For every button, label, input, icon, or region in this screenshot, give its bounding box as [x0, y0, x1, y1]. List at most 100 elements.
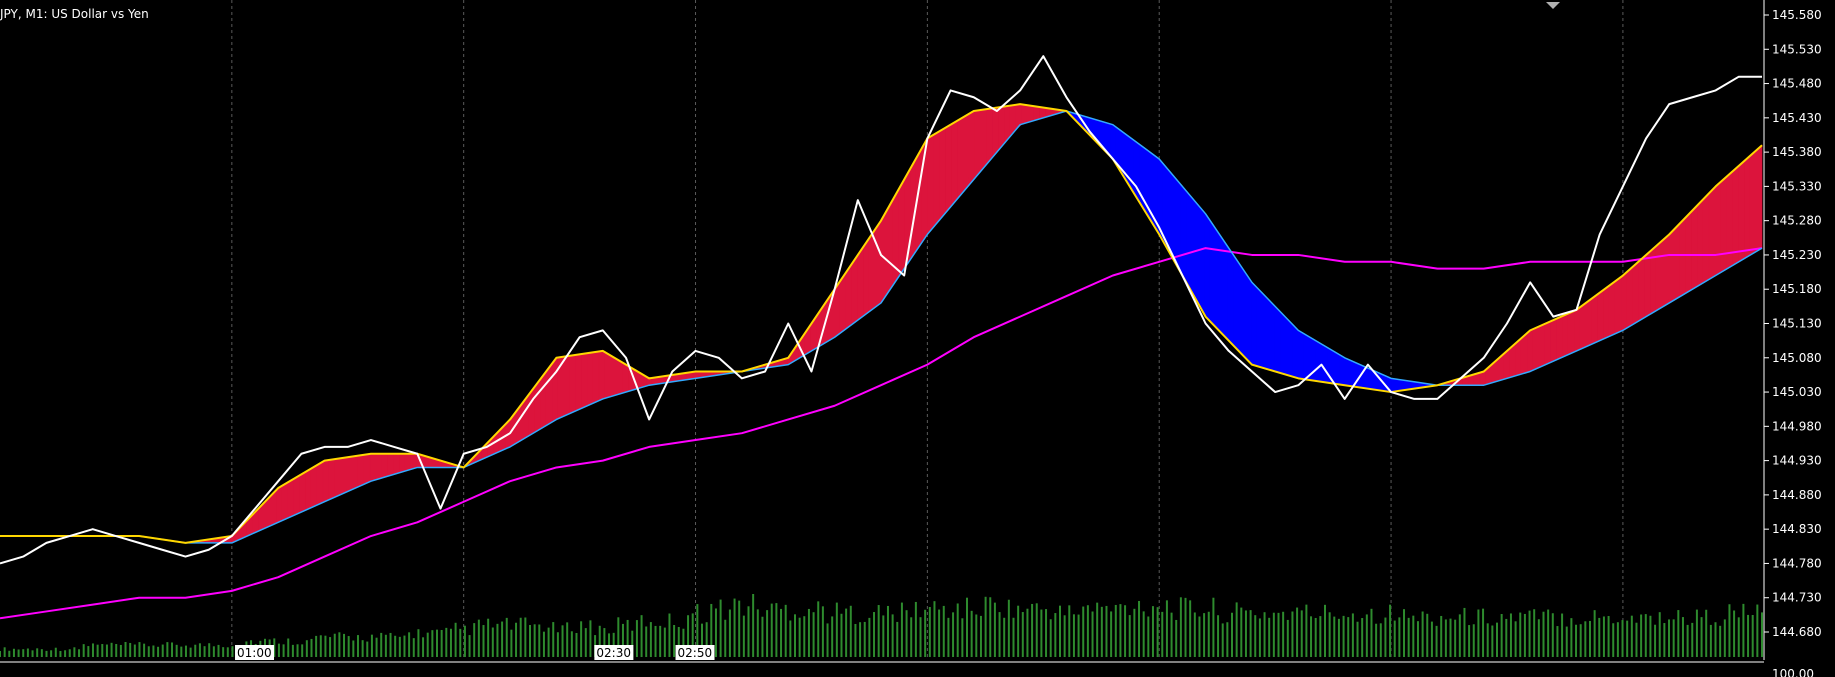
ytick-label-3: 145.430 — [1772, 111, 1822, 125]
cloud-segment-145 — [851, 254, 858, 326]
cloud-segment-61 — [357, 454, 365, 488]
cloud-segment-227 — [1332, 350, 1340, 385]
cloud-segment-56 — [328, 458, 336, 501]
cloud-segment-47 — [275, 485, 283, 524]
fast_ma-line — [0, 103, 1763, 544]
cloud-segment-285 — [1673, 222, 1681, 301]
cloud-segment-269 — [1579, 302, 1587, 350]
cloud-segment-94 — [551, 356, 559, 423]
cloud-segment-65 — [381, 453, 388, 479]
shift-marker-icon[interactable] — [1546, 2, 1560, 9]
cloud-segment-53 — [310, 464, 318, 509]
cloud-segment-175 — [1027, 104, 1035, 123]
cloud-segment-151 — [886, 198, 894, 296]
indicator-lines — [0, 55, 1763, 620]
cloud-segment-98 — [575, 353, 582, 412]
cloud-segment-58 — [340, 457, 347, 496]
slow_ma-line — [0, 110, 1763, 544]
ytick-label-13: 144.930 — [1772, 454, 1822, 468]
cloud-segment-66 — [387, 453, 394, 477]
cloud-segment-289 — [1697, 198, 1704, 287]
ytick-label-4: 145.380 — [1772, 145, 1822, 159]
cloud-segment-210 — [1233, 253, 1240, 353]
price-line — [0, 55, 1762, 565]
cloud-segment-100 — [587, 351, 594, 407]
cloud-segment-238 — [1397, 379, 1405, 392]
cloud-segment-213 — [1250, 280, 1258, 367]
cloud-segment-237 — [1391, 378, 1399, 393]
cloud-segment-220 — [1291, 323, 1299, 379]
cloud-segment-64 — [375, 453, 383, 481]
xtick-label-1: 02:30 — [596, 646, 631, 660]
cloud-segment-102 — [598, 351, 606, 401]
cloud-segment-293 — [1720, 175, 1728, 273]
cloud-segment-277 — [1626, 266, 1634, 329]
cloud-segment-218 — [1280, 311, 1287, 376]
xtick-bg-2 — [675, 645, 715, 660]
cloud-segment-290 — [1702, 192, 1710, 284]
cloud-segment-167 — [980, 108, 988, 172]
cloud-segment-159 — [933, 130, 941, 228]
ytick-label-9: 145.130 — [1772, 317, 1822, 331]
cloud-segment-68 — [399, 453, 406, 474]
ytick-label-0: 145.580 — [1772, 8, 1822, 22]
cloud-segment-287 — [1685, 210, 1692, 294]
cloud-segment-204 — [1197, 204, 1205, 316]
cloud-segment-294 — [1726, 170, 1733, 270]
cloud-segment-275 — [1614, 276, 1622, 335]
cloud-segment-93 — [545, 362, 553, 427]
cloud-segment-92 — [540, 370, 547, 430]
cloud-segment-148 — [868, 228, 876, 313]
cloud-segment-63 — [369, 453, 377, 482]
cloud-segment-292 — [1714, 181, 1722, 277]
cloud-segment-212 — [1244, 271, 1252, 365]
cloud-segment-298 — [1749, 149, 1757, 256]
cloud-segment-221 — [1297, 329, 1305, 380]
cloud-segment-169 — [992, 106, 999, 159]
ytick-label-11: 145.030 — [1772, 385, 1822, 399]
ytick-label-15: 144.830 — [1772, 522, 1822, 536]
cloud-segment-297 — [1744, 155, 1751, 260]
cloud-segment-295 — [1732, 165, 1739, 266]
cloud-segment-263 — [1544, 320, 1551, 366]
cloud-segment-280 — [1644, 250, 1651, 319]
cloud-segment-214 — [1256, 286, 1264, 369]
cloud-segment-206 — [1209, 219, 1217, 328]
cloud-segment-105 — [616, 358, 623, 396]
cloud-segment-144 — [845, 263, 852, 330]
cloud-segment-270 — [1585, 297, 1592, 348]
ytick-label-2: 145.480 — [1772, 77, 1822, 91]
cloud-segment-284 — [1667, 228, 1675, 305]
ytick-label-1: 145.530 — [1772, 42, 1822, 56]
cloud-segment-57 — [334, 457, 341, 498]
time-axis: 01:00 02:30 02:50 — [235, 645, 715, 660]
cloud-segment-229 — [1344, 357, 1352, 387]
cloud-segment-54 — [316, 460, 324, 506]
cloud-segment-274 — [1608, 280, 1616, 337]
cloud-segment-161 — [945, 123, 952, 214]
cloud-segment-225 — [1321, 343, 1328, 383]
cloud-segment-153 — [898, 177, 905, 278]
cloud-segment-147 — [863, 237, 870, 317]
cloud-segment-60 — [352, 455, 359, 490]
cloud-segment-208 — [1221, 236, 1228, 341]
ytick-label-17: 144.730 — [1772, 591, 1822, 605]
cloud-segment-268 — [1573, 306, 1581, 353]
ytick-label-8: 145.180 — [1772, 282, 1822, 296]
cloud-segment-104 — [610, 355, 617, 397]
cloud-segment-59 — [346, 456, 353, 493]
cloud-segment-164 — [962, 113, 970, 193]
cloud-segment-152 — [892, 188, 899, 287]
cloud-segment-158 — [927, 134, 935, 235]
cloud-segment-291 — [1708, 186, 1716, 280]
cloud-segment-215 — [1262, 292, 1269, 370]
cloud-segment-259 — [1520, 332, 1528, 375]
cloud-segment-48 — [281, 481, 289, 522]
ytick-label-12: 144.980 — [1772, 419, 1822, 433]
xtick-label-0: 01:00 — [237, 646, 272, 660]
cloud-segment-149 — [874, 219, 882, 308]
cloud-segment-168 — [986, 107, 993, 165]
ytick-label-6: 145.280 — [1772, 214, 1822, 228]
